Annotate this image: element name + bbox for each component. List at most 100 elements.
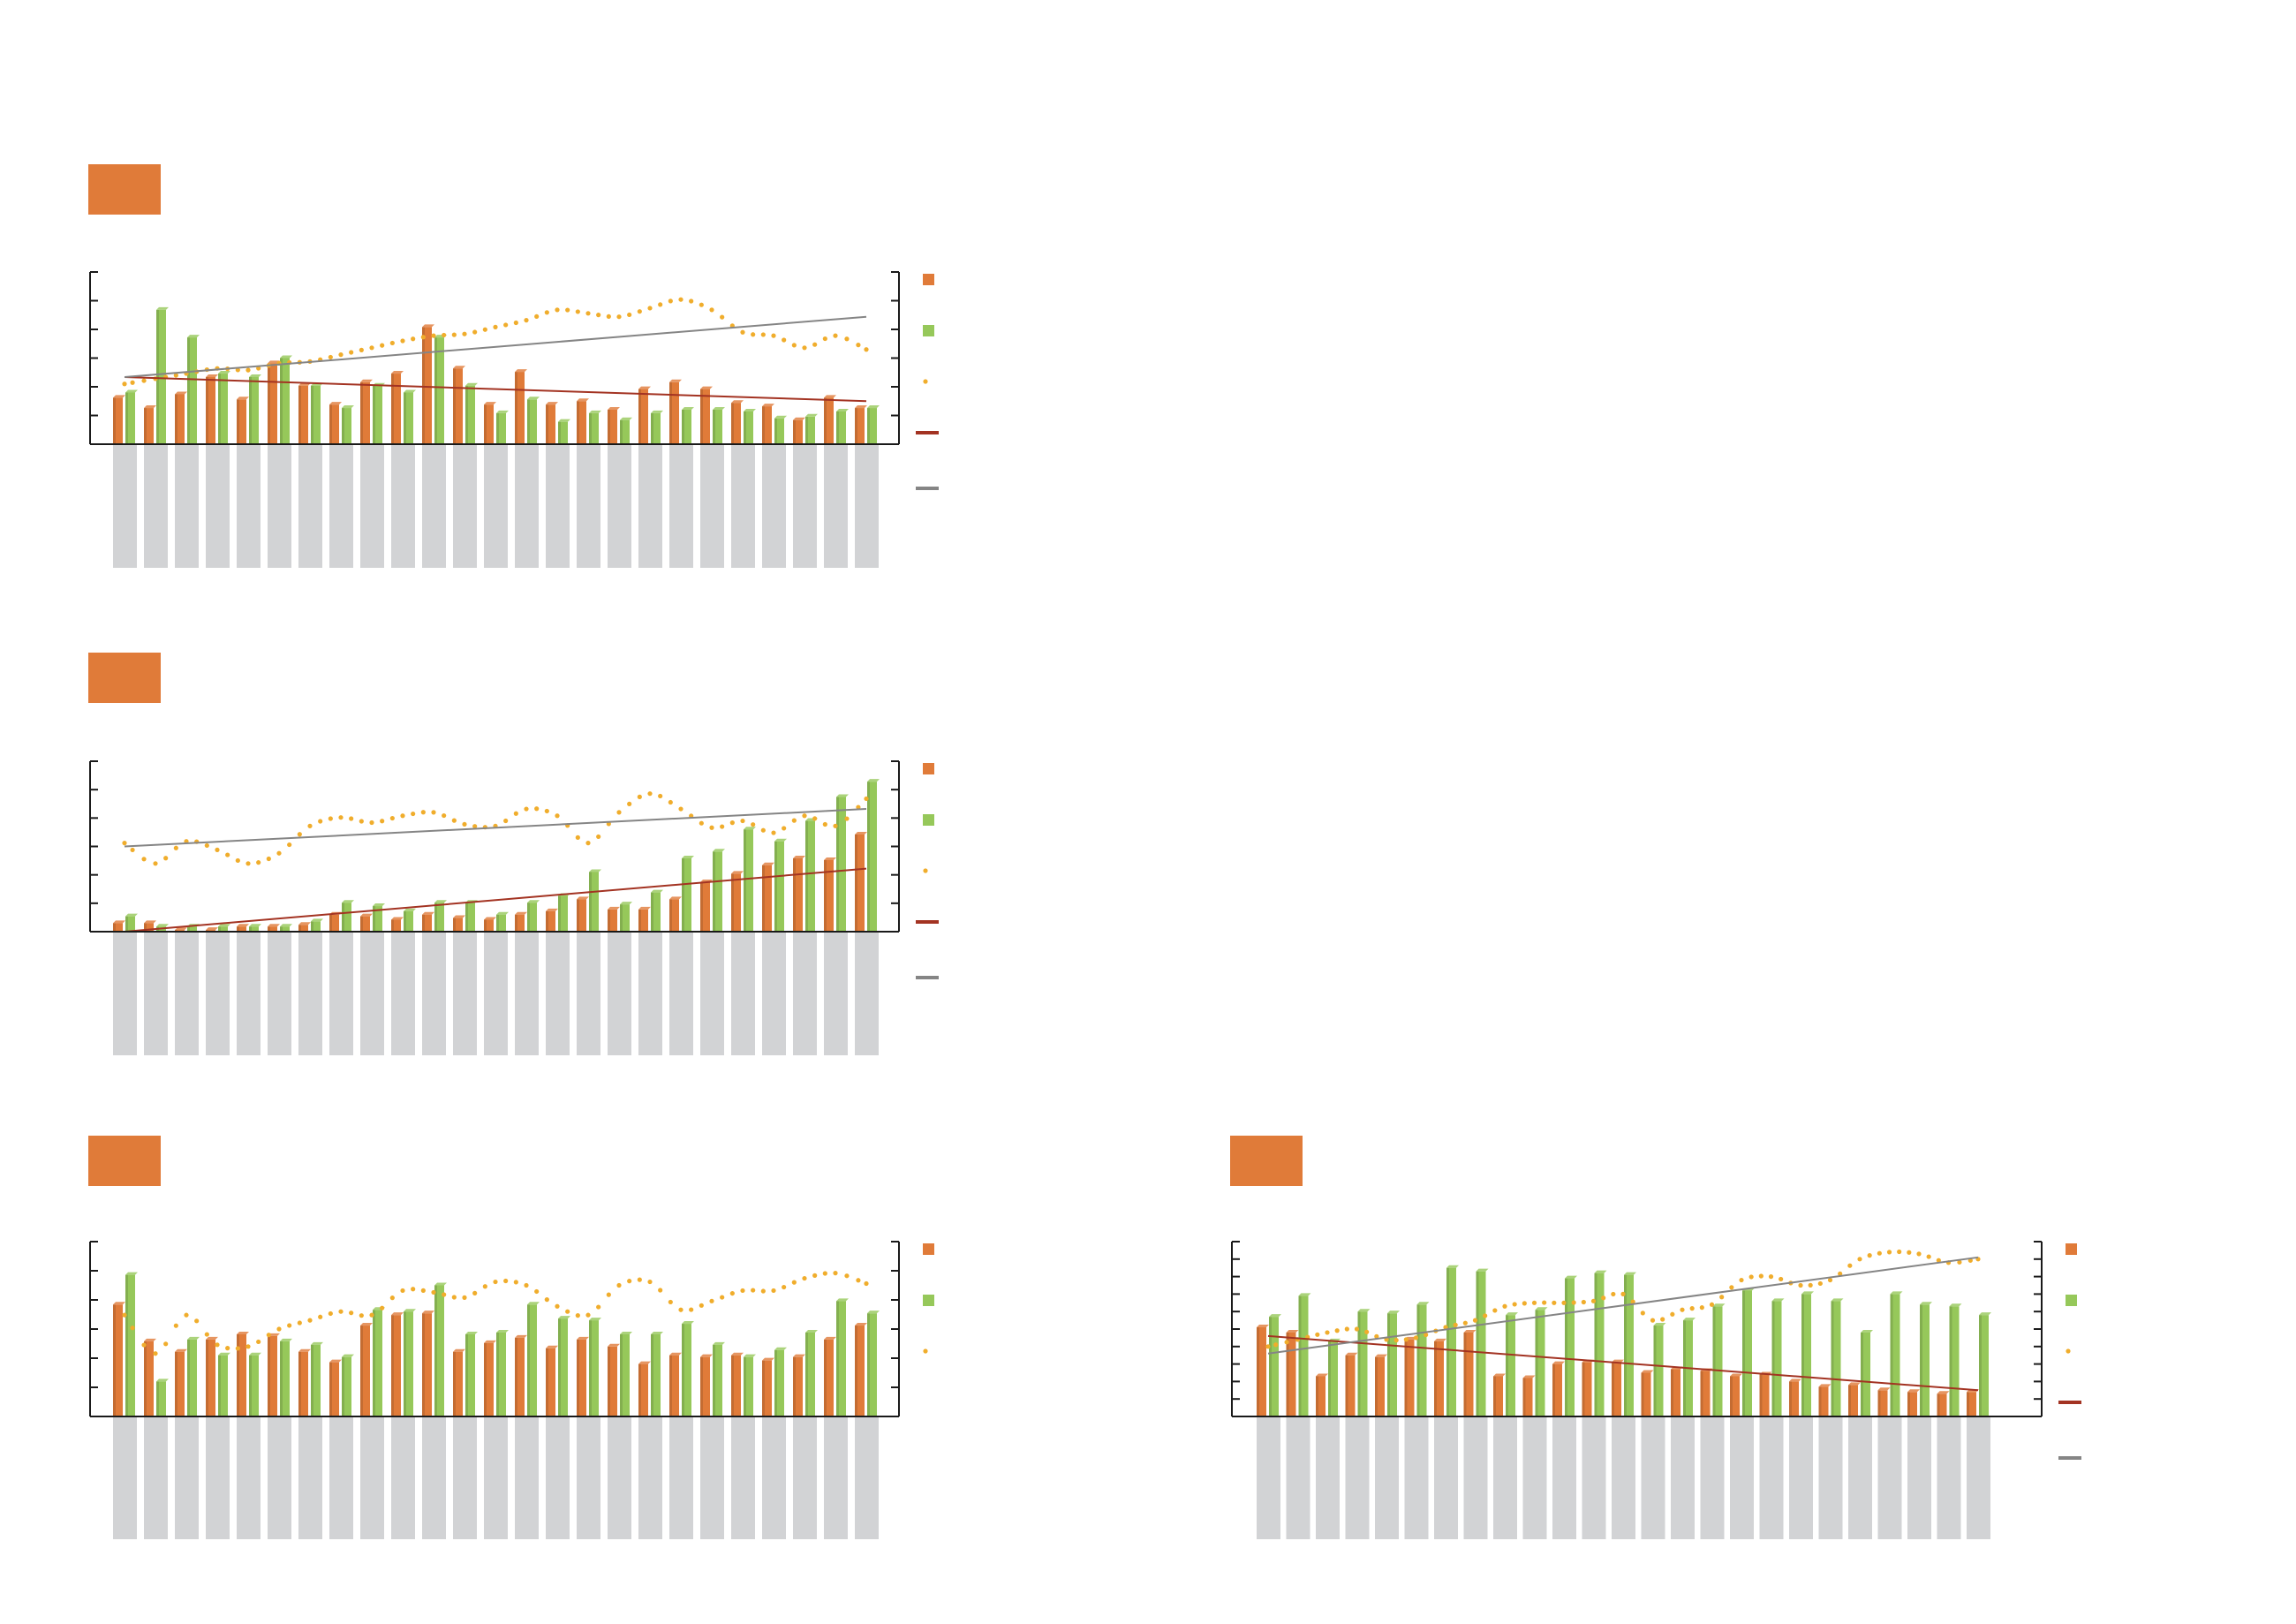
category-label-bar xyxy=(453,932,477,1055)
line-point xyxy=(1847,1263,1853,1268)
bar-orange xyxy=(731,400,744,444)
category-label-bar xyxy=(453,444,477,568)
line-point xyxy=(359,819,364,824)
bar-green xyxy=(280,924,292,932)
panel-1-header-box xyxy=(88,164,161,215)
line-point xyxy=(1630,1299,1635,1304)
line-point xyxy=(740,329,745,335)
line-point xyxy=(1512,1302,1517,1307)
bar-green xyxy=(125,913,138,932)
line-point xyxy=(130,1326,135,1331)
category-label-bar xyxy=(546,932,570,1055)
bar-green xyxy=(527,900,540,932)
line-point xyxy=(141,378,147,383)
category-label-bar xyxy=(144,932,168,1055)
bar-orange xyxy=(700,386,713,444)
bar-orange xyxy=(1848,1382,1861,1416)
line-point xyxy=(760,332,766,337)
bar-orange xyxy=(268,924,280,932)
bar-orange xyxy=(669,379,682,444)
bar-green xyxy=(249,1352,261,1416)
line-point xyxy=(771,830,776,835)
line-point xyxy=(658,1288,663,1293)
line-point xyxy=(658,302,663,307)
bar-green xyxy=(404,1309,416,1416)
line-point xyxy=(451,1295,457,1300)
category-label-bar xyxy=(638,932,662,1055)
line-point xyxy=(1453,1322,1458,1327)
category-label-bar xyxy=(1907,1416,1931,1539)
bar-green xyxy=(1861,1329,1873,1416)
bar-green xyxy=(527,1302,540,1416)
line-point xyxy=(647,1279,653,1285)
line-point xyxy=(596,834,601,840)
line-point xyxy=(812,342,818,347)
bar-green xyxy=(465,1331,478,1416)
line-point xyxy=(1413,1335,1419,1341)
line-point xyxy=(782,337,787,343)
bar-orange xyxy=(1493,1373,1506,1416)
trend-line-grey xyxy=(124,808,867,848)
chart-4-plot xyxy=(1231,1241,2081,1539)
line-point xyxy=(462,1295,467,1300)
line-point xyxy=(1581,1299,1586,1305)
bar-green xyxy=(558,1316,570,1416)
category-label-bar xyxy=(1286,1416,1310,1539)
category-label-bar xyxy=(1493,1416,1517,1539)
bar-orange xyxy=(144,920,156,932)
line-point xyxy=(400,1288,405,1294)
line-point xyxy=(235,367,240,373)
panel-1 xyxy=(88,164,161,215)
line-point xyxy=(555,813,560,819)
category-label-bar xyxy=(329,444,353,568)
bar-orange xyxy=(824,395,836,444)
bar-green xyxy=(187,1336,200,1416)
category-label-bar xyxy=(422,1416,446,1539)
bar-green xyxy=(682,407,694,444)
line-point xyxy=(1957,1259,1962,1265)
bar-orange xyxy=(546,908,558,932)
bar-green xyxy=(682,1321,694,1416)
line-point xyxy=(1748,1274,1754,1280)
category-label-bar xyxy=(1375,1416,1399,1539)
trend-line-grey xyxy=(1267,1256,1979,1355)
bar-orange xyxy=(546,402,558,444)
bar-green xyxy=(836,794,849,932)
bar-green xyxy=(651,889,663,932)
line-point xyxy=(1838,1271,1843,1276)
line-point xyxy=(1424,1332,1429,1338)
category-label-bar xyxy=(793,932,817,1055)
line-point xyxy=(235,857,240,864)
bar-orange xyxy=(113,1302,125,1416)
line-point xyxy=(184,1312,189,1318)
line-point xyxy=(163,1341,169,1347)
line-point xyxy=(266,856,271,862)
line-point xyxy=(534,1288,540,1295)
line-point xyxy=(1877,1250,1882,1256)
line-point xyxy=(1325,1330,1330,1335)
line-point xyxy=(130,380,135,385)
line-point xyxy=(411,811,416,817)
line-point xyxy=(1483,1313,1488,1318)
line-point xyxy=(833,333,838,338)
line-point xyxy=(751,1288,756,1293)
bar-green xyxy=(434,900,447,932)
bar-green xyxy=(249,924,261,932)
bar-green xyxy=(1653,1323,1666,1416)
line-point xyxy=(627,801,632,806)
line-point xyxy=(1867,1253,1872,1258)
line-point xyxy=(833,1271,838,1276)
axes xyxy=(89,1241,900,1417)
line-point xyxy=(637,794,642,799)
legend-swatch-orange xyxy=(923,274,934,285)
bar-orange xyxy=(360,1323,373,1416)
bar-orange xyxy=(484,1340,496,1416)
bar-orange xyxy=(515,1334,527,1416)
line-point xyxy=(544,310,549,315)
bar-green xyxy=(589,1318,601,1416)
bar-green xyxy=(836,1298,849,1416)
line-point xyxy=(833,823,838,828)
line-point xyxy=(544,1297,549,1303)
line-point xyxy=(822,1271,827,1276)
